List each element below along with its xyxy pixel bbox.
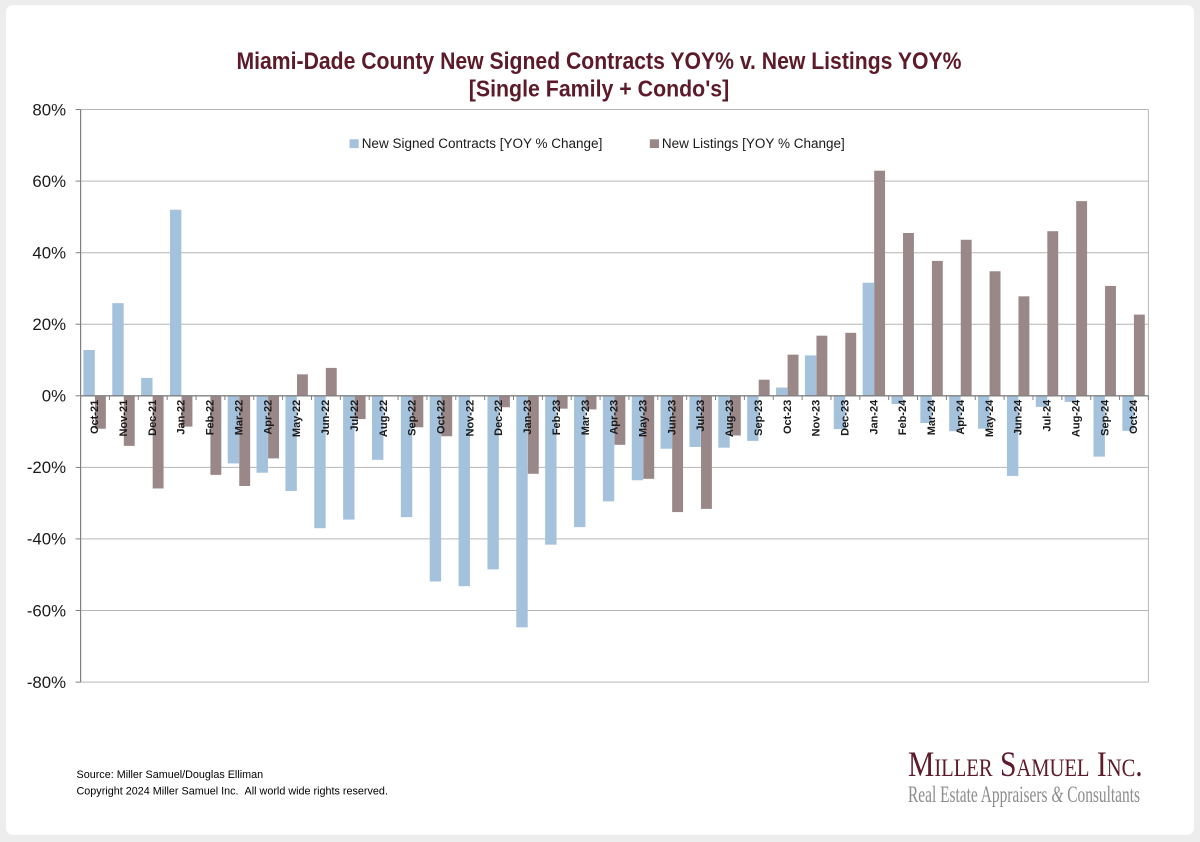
svg-text:Nov-21: Nov-21 xyxy=(118,400,130,437)
svg-text:Jun-22: Jun-22 xyxy=(320,400,332,435)
svg-text:Jan-23: Jan-23 xyxy=(522,400,534,435)
svg-text:Jul-24: Jul-24 xyxy=(1042,399,1054,432)
svg-text:Copyright 2024 Miller Samuel I: Copyright 2024 Miller Samuel Inc. All wo… xyxy=(77,786,388,798)
svg-text:-40%: -40% xyxy=(27,530,66,549)
svg-text:Dec-21: Dec-21 xyxy=(147,400,159,436)
svg-text:Aug-23: Aug-23 xyxy=(724,400,736,437)
svg-text:Jul-23: Jul-23 xyxy=(695,400,707,432)
svg-text:Apr-24: Apr-24 xyxy=(955,399,967,435)
svg-text:Source: Miller Samuel/Douglas: Source: Miller Samuel/Douglas Elliman xyxy=(77,769,264,781)
svg-text:Sep-23: Sep-23 xyxy=(753,400,765,436)
svg-text:New Listings [YOY % Change]: New Listings [YOY % Change] xyxy=(662,136,845,151)
svg-text:Oct-24: Oct-24 xyxy=(1128,399,1140,434)
svg-text:[Single Family + Condo's]: [Single Family + Condo's] xyxy=(469,75,730,101)
svg-text:Jun-23: Jun-23 xyxy=(666,400,678,435)
svg-text:Jan-22: Jan-22 xyxy=(176,400,188,435)
svg-text:Apr-22: Apr-22 xyxy=(262,400,274,435)
svg-text:-20%: -20% xyxy=(27,458,66,477)
svg-text:Oct-22: Oct-22 xyxy=(435,400,447,434)
svg-text:-60%: -60% xyxy=(27,601,66,620)
svg-text:40%: 40% xyxy=(32,244,66,263)
svg-text:80%: 80% xyxy=(32,100,66,119)
svg-text:Nov-23: Nov-23 xyxy=(811,400,823,437)
svg-text:0%: 0% xyxy=(42,387,66,406)
svg-text:Miller Samuel Inc.: Miller Samuel Inc. xyxy=(908,744,1143,784)
svg-text:Feb-24: Feb-24 xyxy=(897,399,909,435)
svg-text:Aug-24: Aug-24 xyxy=(1070,399,1082,437)
svg-text:Feb-22: Feb-22 xyxy=(205,400,217,435)
svg-text:Feb-23: Feb-23 xyxy=(551,400,563,435)
svg-text:May-24: May-24 xyxy=(984,399,996,437)
svg-text:Mar-22: Mar-22 xyxy=(233,400,245,435)
svg-text:Oct-23: Oct-23 xyxy=(782,400,794,434)
svg-text:60%: 60% xyxy=(32,172,66,191)
svg-text:Dec-22: Dec-22 xyxy=(493,400,505,436)
svg-text:-80%: -80% xyxy=(27,673,66,692)
svg-text:Aug-22: Aug-22 xyxy=(378,400,390,437)
svg-text:Sep-24: Sep-24 xyxy=(1099,399,1111,436)
svg-text:Jul-22: Jul-22 xyxy=(349,400,361,432)
svg-text:20%: 20% xyxy=(32,315,66,334)
svg-text:Mar-23: Mar-23 xyxy=(580,400,592,435)
svg-text:Miami-Dade County New Signed C: Miami-Dade County New Signed Contracts Y… xyxy=(237,48,962,75)
svg-text:Apr-23: Apr-23 xyxy=(609,400,621,435)
svg-text:Nov-22: Nov-22 xyxy=(464,400,476,437)
svg-text:Dec-23: Dec-23 xyxy=(840,400,852,436)
svg-text:May-22: May-22 xyxy=(291,400,303,437)
svg-text:Real Estate Appraisers & Consu: Real Estate Appraisers & Consultants xyxy=(908,782,1140,807)
svg-text:Mar-24: Mar-24 xyxy=(926,399,938,435)
svg-text:Sep-22: Sep-22 xyxy=(407,400,419,436)
svg-text:Jun-24: Jun-24 xyxy=(1013,399,1025,435)
svg-text:May-23: May-23 xyxy=(637,400,649,437)
svg-text:New Signed Contracts [YOY % Ch: New Signed Contracts [YOY % Change] xyxy=(362,136,603,151)
svg-text:Oct-21: Oct-21 xyxy=(89,400,101,434)
svg-text:Jan-24: Jan-24 xyxy=(868,399,880,435)
